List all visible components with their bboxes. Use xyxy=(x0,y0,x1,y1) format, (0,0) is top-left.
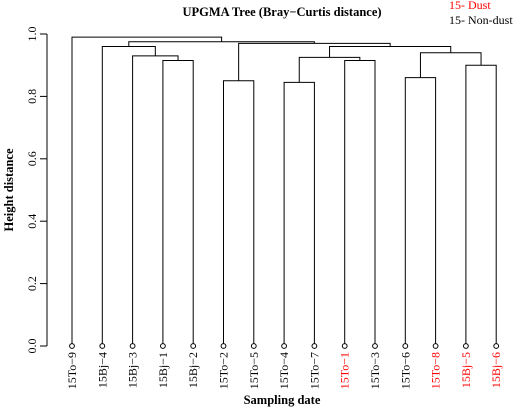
leaf-node xyxy=(463,343,469,349)
leaf-label: 15To−2 xyxy=(217,352,231,389)
leaf-label: 15To−5 xyxy=(247,352,261,389)
leaf-node xyxy=(281,343,288,349)
leaf-label: 15Bj−3 xyxy=(126,352,140,388)
y-axis-label: Height distance xyxy=(2,148,16,231)
y-axis: 0.0 0.2 0.4 0.6 0.8 1.0 xyxy=(25,27,48,354)
dendrogram-branch xyxy=(223,80,255,344)
leaf-node xyxy=(493,343,500,349)
dendrogram-branch xyxy=(329,45,452,58)
leaf-node xyxy=(160,343,166,349)
dendrogram-branch xyxy=(344,60,376,344)
leaf-node xyxy=(432,343,439,349)
chart-title: UPGMA Tree (Bray−Curtis distance) xyxy=(182,5,381,19)
leaf-label: 15Bj−2 xyxy=(186,352,200,388)
leaf-label: 15To−4 xyxy=(277,352,291,389)
dendrogram-branch xyxy=(238,42,391,81)
y-tick-label: 0.2 xyxy=(25,276,39,291)
leaf-label: 15Bj−6 xyxy=(489,352,503,388)
dendrogram-branch xyxy=(71,36,223,344)
leaf-node xyxy=(99,343,106,349)
leaf-label: 15Bj−1 xyxy=(156,352,170,388)
leaf-label: 15Bj−5 xyxy=(459,352,473,388)
dendrogram-branch xyxy=(162,60,194,344)
y-tick-label: 0.4 xyxy=(25,214,39,229)
leaf-node xyxy=(129,343,136,349)
leaf-labels: 15To−9 15Bj−4 15Bj−3 15Bj−1 15Bj−2 15To−2 15To… xyxy=(65,352,503,389)
dendrogram-branch xyxy=(283,81,315,344)
dendrogram-tree xyxy=(69,36,500,349)
leaf-label: 15To−8 xyxy=(429,352,443,389)
leaf-node xyxy=(69,343,75,349)
leaf-label: 15To−3 xyxy=(368,352,382,389)
leaf-node xyxy=(311,343,318,349)
legend: 15- Dust 15- Non-dust xyxy=(449,0,513,27)
legend-dust-label: 15- Dust xyxy=(449,0,491,12)
leaf-label: 15To−7 xyxy=(307,352,321,389)
y-tick-label: 0.8 xyxy=(25,89,39,104)
x-axis-label: Sampling date xyxy=(244,393,321,407)
y-tick-label: 0.0 xyxy=(25,339,39,354)
legend-nondust-label: 15- Non-dust xyxy=(449,13,513,27)
y-tick-label: 1.0 xyxy=(25,27,39,42)
leaf-node xyxy=(341,343,348,349)
leaf-label: 15To−6 xyxy=(398,352,412,389)
leaf-node xyxy=(402,343,409,349)
leaf-label: 15Bj−4 xyxy=(95,352,109,388)
dendrogram-branch xyxy=(298,56,361,83)
y-tick-label: 0.6 xyxy=(25,151,39,166)
leaf-label: 15To−1 xyxy=(338,352,352,389)
leaf-node xyxy=(190,343,197,349)
leaf-node xyxy=(372,343,378,349)
dendrogram-branch xyxy=(465,64,497,344)
leaf-label: 15To−9 xyxy=(65,352,79,389)
leaf-node xyxy=(220,343,227,349)
dendrogram-branch xyxy=(132,55,179,344)
dendrogram-branch xyxy=(101,45,156,344)
dendrogram-branch xyxy=(128,41,315,47)
leaf-node xyxy=(250,343,257,349)
dendrogram-branch xyxy=(404,77,437,344)
